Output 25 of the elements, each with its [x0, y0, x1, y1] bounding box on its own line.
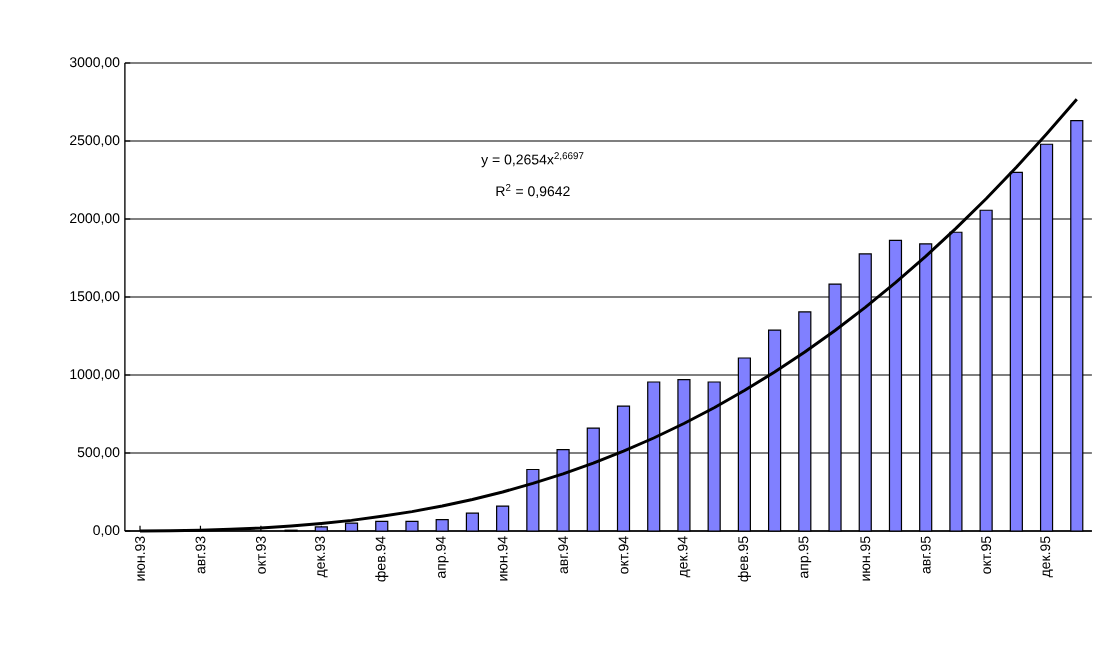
x-tick-label: окт.94 — [618, 536, 629, 574]
x-tick-label: дек.95 — [1040, 536, 1053, 578]
annotation: R$^{2}$ = 0,9642 — [496, 183, 570, 198]
x-tick-label: дек.93 — [315, 536, 328, 578]
x-tick-label: окт.95 — [981, 536, 992, 574]
x-tick-label: июн.93 — [135, 536, 145, 581]
x-tick-label: авг.94 — [558, 536, 569, 574]
x-tick-label: дек.94 — [677, 536, 691, 578]
y-tick-label: 2500,00 — [70, 135, 120, 147]
x-tick-label: апр.94 — [435, 536, 449, 578]
y-tick-label: 3000,00 — [69, 57, 120, 69]
x-tick-label: фев.94 — [375, 536, 389, 582]
x-tick-label: апр.95 — [798, 536, 812, 578]
y-tick-label: 1000,00 — [70, 369, 120, 381]
x-tick-label: окт.93 — [255, 536, 266, 574]
y-tick-label: 2000,00 — [70, 213, 120, 225]
x-tick-label: июн.94 — [497, 536, 508, 581]
annotation: y = 0,2654x$^{2,6697}$ — [481, 152, 584, 168]
x-tick-label: авг.95 — [920, 536, 931, 574]
y-tick-label: 500,00 — [77, 447, 120, 459]
x-tick-label: авг.93 — [195, 536, 206, 574]
x-tick-label: фев.95 — [737, 536, 751, 582]
x-tick-label: июн.95 — [860, 536, 871, 581]
y-tick-label: 0,00 — [93, 525, 120, 537]
y-tick-label: 1500,00 — [70, 291, 120, 303]
